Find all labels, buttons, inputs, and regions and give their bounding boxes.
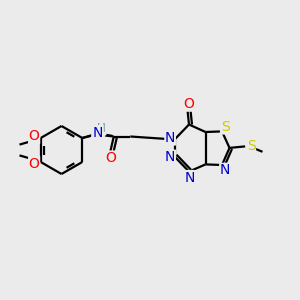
- Text: H: H: [97, 122, 106, 135]
- Text: N: N: [165, 150, 175, 164]
- Text: O: O: [184, 97, 194, 111]
- Text: N: N: [92, 127, 102, 140]
- Text: N: N: [93, 126, 103, 140]
- Text: S: S: [247, 139, 256, 153]
- Text: N: N: [165, 131, 175, 145]
- Text: O: O: [105, 151, 116, 165]
- Text: H: H: [96, 125, 104, 138]
- Text: N: N: [184, 171, 195, 184]
- Text: S: S: [220, 120, 230, 134]
- Text: N: N: [220, 164, 230, 177]
- Text: O: O: [29, 157, 40, 170]
- Text: O: O: [29, 130, 40, 143]
